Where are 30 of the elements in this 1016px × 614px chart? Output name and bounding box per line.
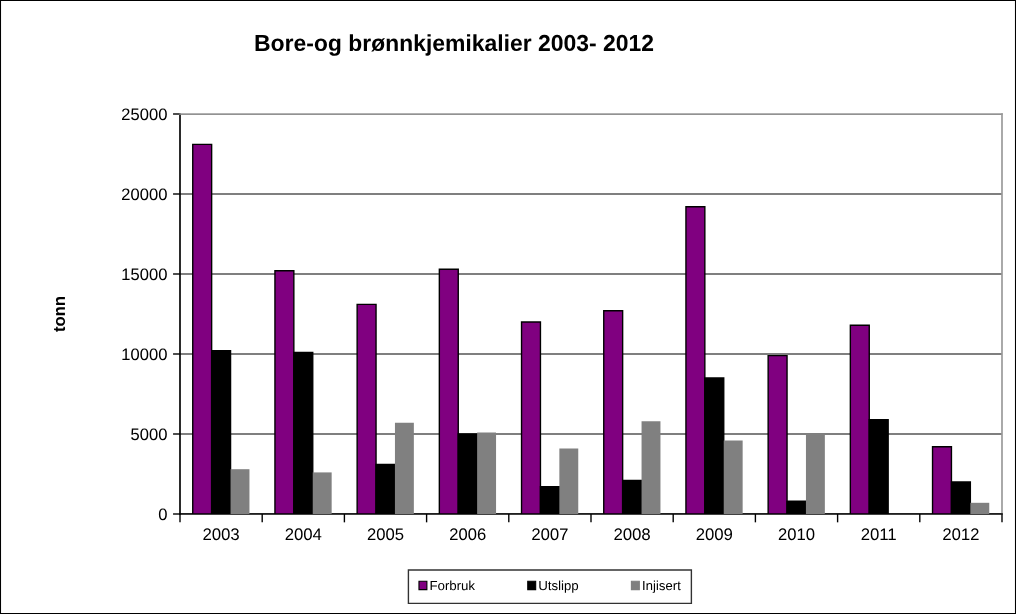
y-tick-label: 15000: [122, 268, 167, 281]
bar: [312, 472, 332, 514]
bar: [641, 421, 661, 514]
y-tick-label: 5000: [131, 428, 167, 441]
y-axis-title: tonn: [54, 296, 66, 332]
bar: [394, 422, 414, 514]
x-tick-label: 2004: [285, 528, 322, 541]
bar: [805, 434, 825, 514]
bar: [723, 440, 743, 514]
y-tick-label: 25000: [122, 108, 167, 121]
x-tick-label: 2008: [614, 528, 650, 541]
x-tick-label: 2009: [696, 528, 733, 541]
x-tick-label: 2012: [943, 528, 979, 541]
y-tick-label: 0: [158, 508, 167, 521]
x-tick-label: 2005: [367, 528, 404, 541]
legend-label: Forbruk: [430, 580, 475, 591]
y-tick-label: 10000: [122, 348, 167, 361]
bar: [230, 469, 250, 514]
bar: [970, 502, 990, 514]
x-tick-label: 2011: [861, 528, 896, 541]
x-tick-label: 2003: [203, 528, 239, 541]
bar: [477, 432, 497, 514]
legend-label: Injisert: [643, 580, 681, 593]
legend-label: Utslipp: [539, 580, 579, 593]
y-tick-label: 20000: [122, 188, 167, 201]
bar: [559, 448, 579, 514]
x-tick-label: 2007: [532, 528, 568, 541]
chart-title: Bore-og brønnkjemikalier 2003- 2012: [255, 34, 654, 56]
x-tick-label: 2006: [450, 528, 486, 541]
x-tick-label: 2010: [778, 528, 815, 541]
